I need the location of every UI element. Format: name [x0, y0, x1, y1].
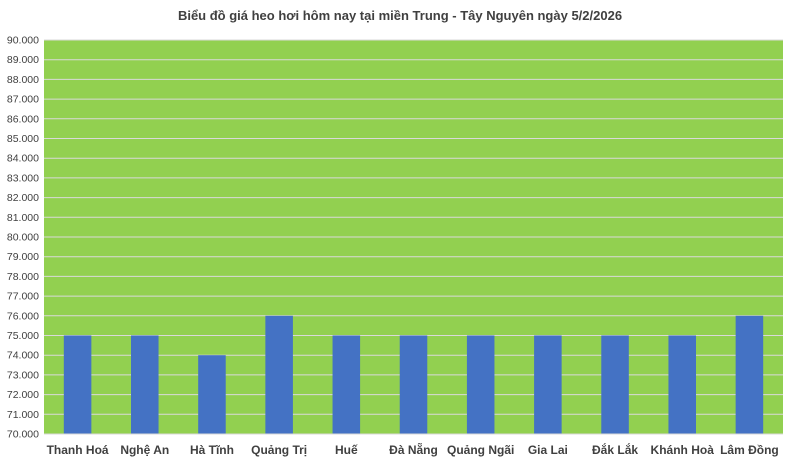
y-tick-label: 87.000 [7, 94, 39, 106]
x-category-label: Quảng Ngãi [447, 443, 514, 457]
x-category-label: Đà Nẵng [389, 442, 438, 457]
x-category-label: Nghệ An [120, 443, 169, 457]
y-tick-label: 86.000 [7, 113, 39, 125]
y-tick-label: 75.000 [7, 330, 39, 342]
chart-title: Biểu đồ giá heo hơi hôm nay tại miền Tru… [177, 8, 623, 23]
y-tick-label: 81.000 [7, 212, 39, 224]
y-tick-label: 78.000 [7, 271, 39, 283]
y-tick-label: 76.000 [7, 310, 39, 322]
bar [735, 315, 764, 434]
y-tick-label: 90.000 [7, 35, 39, 47]
bar [265, 315, 293, 434]
y-tick-label: 73.000 [7, 369, 39, 381]
x-category-label: Đắk Lắk [592, 442, 638, 457]
y-tick-label: 82.000 [7, 192, 39, 204]
y-tick-label: 70.000 [7, 429, 39, 441]
bar [131, 335, 159, 434]
y-tick-label: 79.000 [7, 251, 39, 263]
bar [63, 335, 92, 434]
y-tick-label: 77.000 [7, 291, 39, 303]
x-category-label: Khánh Hoà [651, 443, 715, 457]
bar [668, 335, 696, 434]
bar [332, 335, 361, 434]
x-category-label: Gia Lai [528, 443, 568, 457]
y-tick-label: 83.000 [7, 172, 39, 184]
y-tick-label: 80.000 [7, 232, 39, 244]
x-category-label: Quảng Trị [251, 443, 307, 457]
y-tick-label: 88.000 [7, 74, 39, 86]
y-tick-label: 85.000 [7, 133, 39, 145]
bar [534, 335, 562, 434]
x-category-label: Huế [335, 443, 358, 457]
y-tick-label: 74.000 [7, 350, 39, 362]
x-category-label: Thanh Hoá [47, 443, 109, 457]
bar [399, 335, 428, 434]
y-tick-label: 71.000 [7, 409, 39, 421]
x-category-label: Lâm Đồng [720, 443, 779, 457]
bar [466, 335, 495, 434]
y-tick-label: 72.000 [7, 389, 39, 401]
bar [198, 355, 226, 434]
bar [601, 335, 629, 434]
x-category-label: Hà Tĩnh [190, 443, 234, 457]
y-tick-label: 84.000 [7, 153, 39, 165]
y-tick-label: 89.000 [7, 54, 39, 66]
